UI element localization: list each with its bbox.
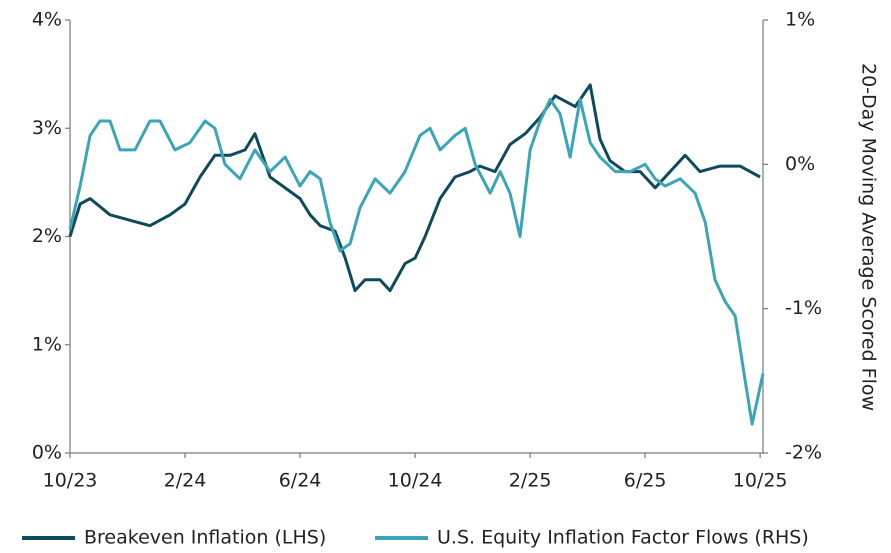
y-tick-label: 1% (32, 333, 62, 355)
y-tick-label: 4% (32, 9, 62, 31)
series-line (68, 97, 765, 426)
y2-tick-label: -2% (785, 442, 822, 464)
y2-tick-label: -1% (785, 297, 822, 319)
x-tick-label: 10/24 (388, 470, 443, 492)
x-tick-label: 2/24 (164, 470, 207, 492)
y2-tick-label: 0% (785, 153, 815, 175)
y-tick-label: 2% (32, 225, 62, 247)
x-tick-label: 6/24 (279, 470, 322, 492)
legend-label: Breakeven Inflation (LHS) (84, 527, 326, 549)
x-tick-label: 10/23 (43, 470, 98, 492)
x-tick-label: 2/25 (509, 470, 552, 492)
legend-label: U.S. Equity Inflation Factor Flows (RHS) (437, 527, 809, 549)
y2-axis-label: 20-Day Moving Average Scored Flow (858, 63, 880, 411)
y-tick-label: 0% (32, 442, 62, 464)
series-line (68, 83, 761, 293)
y2-tick-label: 1% (785, 9, 815, 31)
y-tick-label: 3% (32, 117, 62, 139)
x-tick-label: 6/25 (624, 470, 667, 492)
x-tick-label: 10/25 (733, 470, 788, 492)
